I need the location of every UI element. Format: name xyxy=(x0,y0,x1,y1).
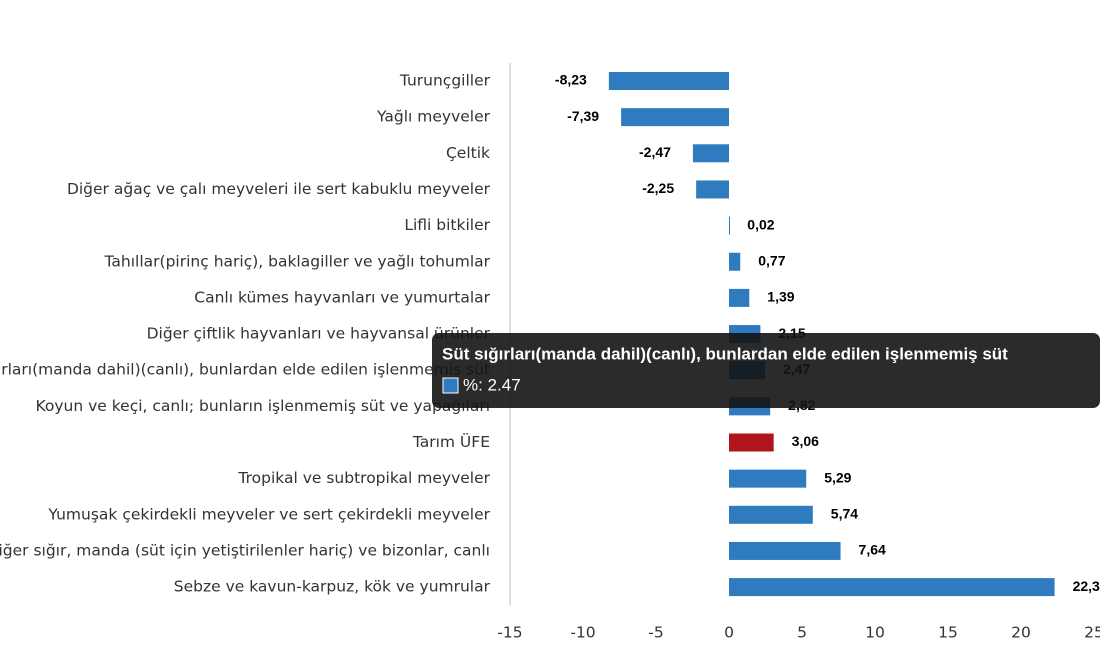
x-tick-label: 10 xyxy=(865,624,885,642)
category-label: Lifli bitkiler xyxy=(404,216,490,234)
value-label: 7,64 xyxy=(859,542,886,558)
x-tick-label: 15 xyxy=(938,624,958,642)
value-label: 0,02 xyxy=(747,216,774,232)
x-tick-label: -5 xyxy=(648,624,663,642)
bar xyxy=(729,505,813,524)
value-label: 3,06 xyxy=(792,433,819,449)
tooltip-box xyxy=(432,333,1100,408)
category-label: Tahıllar(pirinç hariç), baklagiller ve y… xyxy=(104,252,491,270)
bar xyxy=(729,288,750,307)
category-label: Koyun ve keçi, canlı; bunların işlenmemi… xyxy=(36,397,491,415)
value-label: 0,77 xyxy=(758,252,785,268)
bar xyxy=(621,108,729,127)
tooltip-swatch xyxy=(442,377,459,394)
bar xyxy=(729,578,1055,597)
x-tick-label: 0 xyxy=(724,624,734,642)
value-label: -2,25 xyxy=(642,180,674,196)
category-label: Çeltik xyxy=(446,144,490,162)
value-label: -7,39 xyxy=(567,108,599,124)
bar xyxy=(729,433,774,452)
category-label: Yumuşak çekirdekli meyveler ve sert çeki… xyxy=(47,505,490,523)
value-label: 5,29 xyxy=(824,469,851,485)
x-tick-label: 5 xyxy=(797,624,807,642)
bar xyxy=(692,144,729,163)
category-label: Yağlı meyveler xyxy=(376,108,491,126)
category-label: Tarım ÜFE xyxy=(412,432,490,451)
category-label: Turunçgiller xyxy=(399,72,491,90)
bar xyxy=(729,216,730,235)
x-tick-label: 25 xyxy=(1084,624,1100,642)
x-tick-label: -10 xyxy=(570,624,595,642)
bar xyxy=(696,180,729,199)
tooltip-value: %: 2.47 xyxy=(463,375,521,394)
tooltip: Süt sığırları(manda dahil)(canlı), bunla… xyxy=(432,333,1100,408)
value-label: -8,23 xyxy=(555,72,587,88)
category-label: Süt sığırları(manda dahil)(canlı), bunla… xyxy=(0,361,490,379)
x-tick-label: -15 xyxy=(497,624,522,642)
bar xyxy=(608,72,729,90)
category-label: Diğer ağaç ve çalı meyveleri ile sert ka… xyxy=(67,180,491,198)
bar xyxy=(729,541,841,560)
category-label: Diğer çiftlik hayvanları ve hayvansal ür… xyxy=(147,325,491,343)
bar xyxy=(729,469,807,488)
value-label: 22,3 xyxy=(1073,578,1100,594)
value-label: -2,47 xyxy=(639,144,671,160)
value-label: 1,39 xyxy=(767,289,794,305)
category-label: Canlı kümes hayvanları ve yumurtalar xyxy=(194,288,490,306)
category-label: Sebze ve kavun-karpuz, kök ve yumrular xyxy=(174,578,491,596)
value-label: 5,74 xyxy=(831,506,858,522)
category-label: Tropikal ve subtropikal meyveler xyxy=(237,469,490,487)
category-label: Diğer sığır, manda (süt için yetiştirile… xyxy=(0,541,490,559)
tooltip-title: Süt sığırları(manda dahil)(canlı), bunla… xyxy=(442,344,1008,363)
x-tick-label: 20 xyxy=(1011,624,1031,642)
bar xyxy=(729,252,741,271)
